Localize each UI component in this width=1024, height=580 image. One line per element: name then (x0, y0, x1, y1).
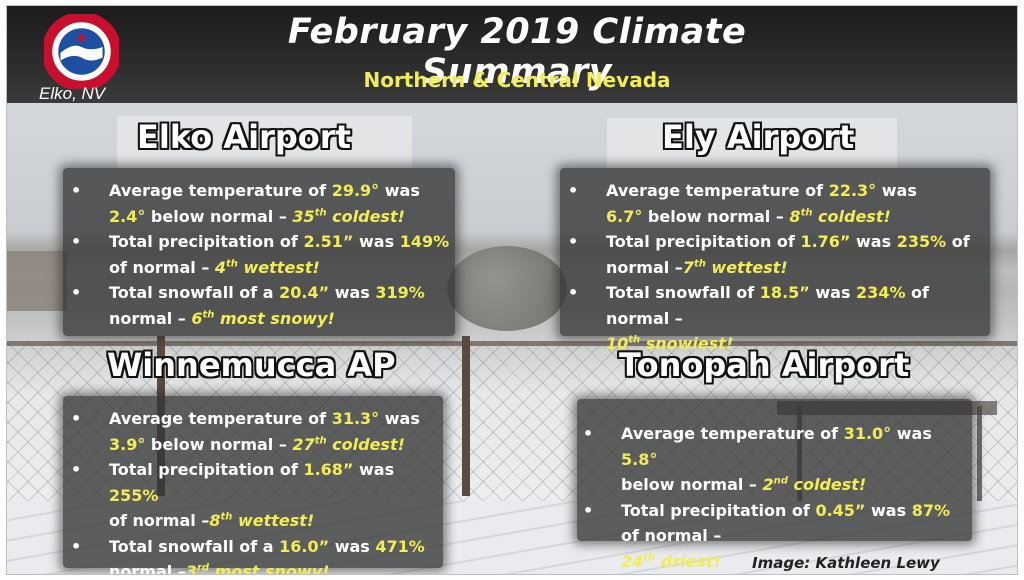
stat-item: • Total snowfall of a 16.0” was 471% norm… (71, 536, 425, 575)
stat-item: • Average temperature of 29.9° was 2.4° be… (71, 181, 420, 226)
station-heading-elko: Elko Airport (137, 118, 351, 156)
heading-backdrop (117, 116, 412, 168)
station-heading-tonopah: Tonopah Airport (619, 346, 910, 384)
stat-item: • Average temperature of 31.0° was 5.8° b… (583, 424, 932, 494)
stat-item: • Average temperature of 31.3° was 3.9° be… (71, 409, 420, 454)
climate-summary-slide: Elko, NV February 2019 Climate Summary N… (6, 5, 1018, 575)
heading-backdrop (607, 118, 897, 168)
station-heading-winnemucca: Winnemucca AP (107, 346, 396, 384)
stat-item: • Total precipitation of 1.68” was 255% o… (71, 460, 395, 530)
stat-item: • Total precipitation of 1.76” was 235% o… (568, 232, 970, 277)
shed (7, 251, 67, 311)
stat-item: • Total precipitation of 0.45” was 87% of… (583, 500, 950, 571)
stat-box-tonopah: • Average temperature of 31.0° was 5.8° b… (577, 399, 972, 571)
stat-list: • Average temperature of 31.0° was 5.8° b… (583, 421, 972, 574)
fence-post (462, 336, 470, 496)
stat-list: • Average temperature of 22.3° was 6.7° be… (568, 178, 990, 357)
stat-item: • Average temperature of 22.3° was 6.7° be… (568, 181, 917, 226)
snowy-bush (447, 246, 567, 331)
header-bar: Elko, NV February 2019 Climate Summary N… (7, 6, 1017, 103)
page-title: February 2019 Climate Summary (287, 12, 747, 92)
stat-box-winnemucca: • Average temperature of 31.3° was 3.9° be… (63, 396, 443, 574)
patio-table-leg (977, 406, 982, 516)
office-caption: Elko, NV (39, 84, 106, 103)
stat-item: • Total snowfall of a 20.4” was 319% norm… (71, 283, 425, 328)
stat-box-elko: • Average temperature of 29.9° was 2.4° be… (63, 168, 455, 336)
page-subtitle: Northern & Central Nevada (363, 68, 671, 92)
stat-list: • Average temperature of 31.3° was 3.9° be… (71, 406, 443, 575)
image-credit: Image: Kathleen Lewy (752, 554, 940, 572)
stat-list: • Average temperature of 29.9° was 2.4° be… (71, 178, 455, 331)
stat-box-ely: • Average temperature of 22.3° was 6.7° be… (560, 168, 990, 353)
fence-rail (7, 341, 1017, 346)
stat-item: • Total snowfall of 18.5” was 234% of nor… (568, 283, 930, 353)
station-heading-ely: Ely Airport (662, 118, 855, 156)
stat-item: • Total precipitation of 2.51” was 149% o… (71, 232, 450, 277)
nws-logo-icon (44, 14, 119, 89)
